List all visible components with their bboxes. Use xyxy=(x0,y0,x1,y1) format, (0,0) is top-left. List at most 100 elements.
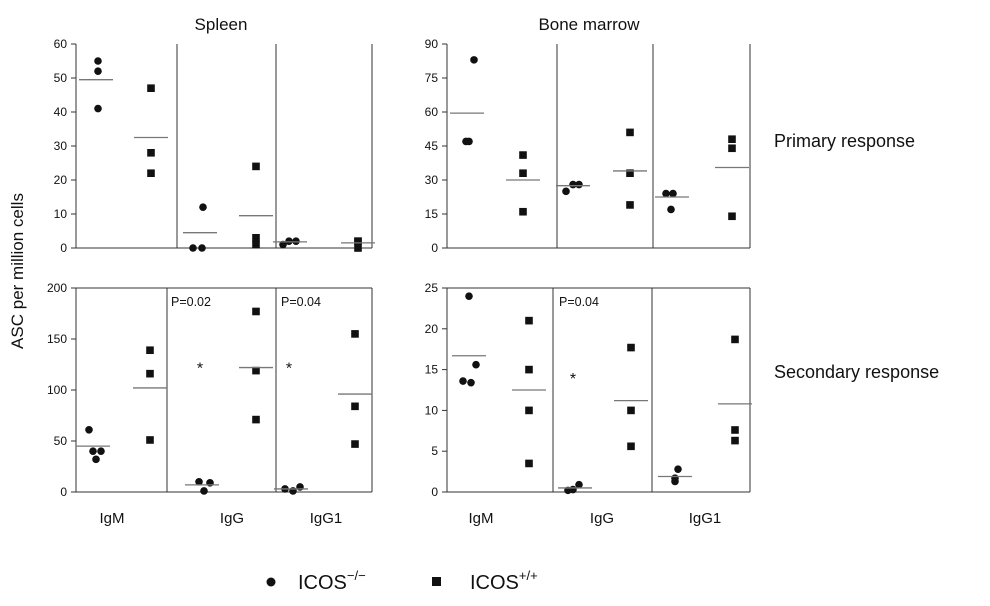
data-point-icos-ko xyxy=(671,474,679,482)
legend-label-wt-base: ICOS xyxy=(470,572,519,594)
data-point-icos-wt xyxy=(147,84,155,92)
data-point-icos-wt xyxy=(146,436,154,444)
p-value-label: P=0.04 xyxy=(559,295,599,309)
legend-label-ko-sup: −/− xyxy=(347,568,366,583)
significance-star: * xyxy=(570,371,576,388)
y-tick-label: 200 xyxy=(47,281,67,295)
data-point-icos-ko xyxy=(465,137,473,146)
data-point-icos-ko xyxy=(472,360,480,369)
legend-label-ko: ICOS−/− xyxy=(298,568,366,594)
data-point-icos-wt xyxy=(626,201,634,209)
y-tick-label: 10 xyxy=(425,403,439,417)
data-point-icos-wt xyxy=(525,365,533,374)
data-point-icos-ko xyxy=(285,237,293,245)
data-point-icos-wt xyxy=(728,212,736,221)
data-point-icos-wt xyxy=(519,169,527,177)
data-point-icos-wt xyxy=(731,436,739,445)
column-title-bone-marrow: Bone marrow xyxy=(538,15,640,34)
data-point-icos-ko xyxy=(669,189,677,198)
data-point-icos-ko xyxy=(94,67,102,75)
legend-label-ko-base: ICOS xyxy=(298,572,347,594)
panel-4: 0 5 10 15 20 25 P=0.04 * xyxy=(425,281,752,499)
category-label-spleen-igg1: IgG1 xyxy=(310,510,343,527)
y-tick-label: 60 xyxy=(425,105,439,119)
data-point-icos-wt xyxy=(146,346,154,355)
data-point-icos-ko xyxy=(674,465,682,473)
data-point-icos-wt xyxy=(627,442,635,451)
data-point-icos-wt xyxy=(354,237,362,245)
data-point-icos-wt xyxy=(351,402,359,411)
y-tick-label: 75 xyxy=(425,71,439,85)
data-point-icos-wt xyxy=(354,244,362,252)
data-point-icos-ko xyxy=(195,478,203,486)
data-point-icos-wt xyxy=(252,415,260,424)
y-tick-label: 30 xyxy=(425,173,439,187)
category-label-bm-igg: IgG xyxy=(590,510,614,527)
data-point-icos-wt xyxy=(252,366,260,375)
y-tick-label: 50 xyxy=(54,71,68,85)
data-point-icos-ko xyxy=(470,56,478,64)
legend-label-wt-sup: +/+ xyxy=(519,568,538,583)
panel-2: 0 15 30 45 60 75 90 xyxy=(425,37,751,255)
data-point-icos-ko xyxy=(279,240,287,249)
y-tick-label: 20 xyxy=(54,173,68,187)
data-point-icos-wt xyxy=(147,149,155,157)
data-point-icos-ko xyxy=(94,57,102,65)
y-tick-label: 30 xyxy=(54,139,68,153)
data-point-icos-ko xyxy=(97,447,105,456)
y-tick-label: 10 xyxy=(54,207,68,221)
data-point-icos-wt xyxy=(146,369,154,378)
data-point-icos-ko xyxy=(198,244,206,252)
data-point-icos-ko xyxy=(662,189,670,198)
data-point-icos-wt xyxy=(147,169,155,177)
y-tick-label: 0 xyxy=(60,485,67,499)
data-point-icos-ko xyxy=(467,378,475,387)
data-point-icos-wt xyxy=(525,406,533,415)
row-label-primary: Primary response xyxy=(774,131,915,151)
data-point-icos-ko xyxy=(667,205,675,214)
y-tick-label: 0 xyxy=(431,241,438,255)
data-point-icos-ko xyxy=(199,203,207,211)
y-tick-label: 5 xyxy=(431,444,438,458)
data-point-icos-ko xyxy=(189,244,197,252)
data-point-icos-wt xyxy=(252,307,260,316)
category-label-bm-igg1: IgG1 xyxy=(689,510,722,527)
data-point-icos-wt xyxy=(525,316,533,325)
data-point-icos-wt xyxy=(728,135,736,143)
y-tick-label: 15 xyxy=(425,363,439,377)
data-point-icos-ko xyxy=(575,480,583,489)
data-point-icos-wt xyxy=(519,151,527,159)
data-point-icos-wt xyxy=(626,128,634,137)
legend-circle-marker xyxy=(266,577,276,587)
significance-star: * xyxy=(197,361,203,378)
data-point-icos-wt xyxy=(351,440,359,448)
p-value-label: P=0.02 xyxy=(171,295,211,309)
y-tick-label: 0 xyxy=(431,485,438,499)
data-point-icos-wt xyxy=(627,406,635,415)
category-label-spleen-igm: IgM xyxy=(99,510,124,527)
data-point-icos-wt xyxy=(252,240,260,249)
y-tick-label: 150 xyxy=(47,332,67,346)
data-point-icos-ko xyxy=(569,180,577,189)
data-point-icos-wt xyxy=(731,335,739,344)
y-tick-label: 25 xyxy=(425,281,439,295)
y-tick-label: 45 xyxy=(425,139,439,153)
y-tick-label: 0 xyxy=(60,241,67,255)
y-tick-label: 15 xyxy=(425,207,439,221)
row-label-secondary: Secondary response xyxy=(774,362,939,382)
y-tick-label: 40 xyxy=(54,105,68,119)
data-point-icos-ko xyxy=(562,187,570,196)
category-label-bm-igm: IgM xyxy=(468,510,493,527)
y-tick-label: 100 xyxy=(47,383,67,397)
y-tick-label: 50 xyxy=(54,434,68,448)
data-point-icos-ko xyxy=(92,455,100,464)
data-point-icos-wt xyxy=(351,330,359,338)
data-point-icos-ko xyxy=(569,485,577,494)
p-value-label: P=0.04 xyxy=(281,295,321,309)
column-title-spleen: Spleen xyxy=(195,15,248,34)
data-point-icos-ko xyxy=(89,447,97,456)
category-label-spleen-igg: IgG xyxy=(220,510,244,527)
data-point-icos-wt xyxy=(252,162,260,171)
data-point-icos-wt xyxy=(627,343,635,352)
